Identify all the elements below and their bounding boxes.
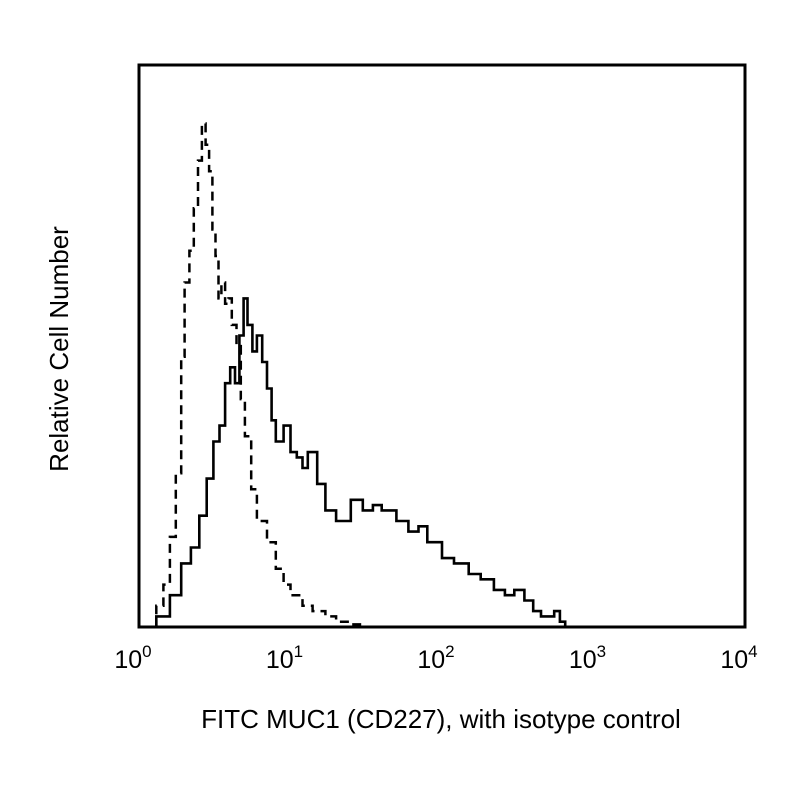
x-tick-label-1: 101 — [266, 642, 303, 674]
x-tick-label-3: 103 — [569, 642, 606, 674]
x-tick-label-2: 102 — [417, 642, 454, 674]
x-tick-label-4: 104 — [720, 642, 757, 674]
isotype-control-histogram — [139, 122, 365, 629]
x-tick-label-0: 100 — [114, 642, 151, 674]
y-axis-title: Relative Cell Number — [44, 226, 74, 472]
x-axis-title: FITC MUC1 (CD227), with isotype control — [201, 704, 681, 734]
plot-frame — [137, 63, 747, 629]
muc1-histogram — [139, 297, 567, 629]
x-axis-ticks: 100 101 102 103 104 — [114, 642, 757, 674]
series-layer — [139, 122, 567, 629]
